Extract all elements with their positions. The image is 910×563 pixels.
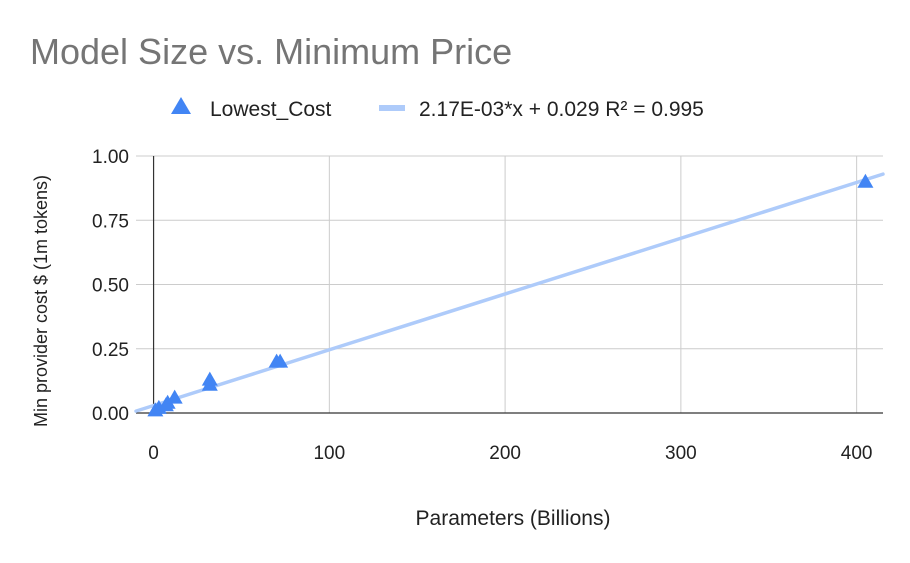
grid <box>136 155 883 413</box>
data-point <box>857 173 874 188</box>
trendline-layer <box>134 172 885 413</box>
y-tick-label: 1.00 <box>92 147 129 168</box>
y-tick-labels: 0.00 0.25 0.50 0.75 1.00 <box>92 147 129 425</box>
x-tick-labels: 0 100 200 300 400 <box>148 443 872 464</box>
y-axis-label: Min provider cost $ (1m tokens) <box>31 175 51 427</box>
y-tick-label: 0.00 <box>92 404 129 425</box>
trendline <box>134 172 885 413</box>
legend-label-series: Lowest_Cost <box>210 98 332 121</box>
x-tick-label: 400 <box>841 443 873 464</box>
legend-label-trendline: 2.17E-03*x + 0.029 R² = 0.995 <box>419 98 704 121</box>
data-points <box>147 173 874 417</box>
data-point <box>201 371 218 386</box>
x-tick-label: 300 <box>665 443 697 464</box>
data-point <box>166 389 183 404</box>
legend-marker-triangle <box>171 97 191 114</box>
y-tick-label: 0.25 <box>92 340 129 361</box>
x-tick-label: 0 <box>148 443 159 464</box>
y-tick-label: 0.50 <box>92 276 129 297</box>
legend: Lowest_Cost 2.17E-03*x + 0.029 R² = 0.99… <box>171 97 704 121</box>
x-tick-label: 100 <box>313 443 345 464</box>
y-tick-label: 0.75 <box>92 211 129 232</box>
data-point <box>159 394 176 409</box>
axes <box>136 156 883 414</box>
x-tick-label: 200 <box>489 443 521 464</box>
chart-title: Model Size vs. Minimum Price <box>30 31 512 72</box>
data-point <box>272 353 289 368</box>
x-axis-label: Parameters (Billions) <box>416 507 611 530</box>
